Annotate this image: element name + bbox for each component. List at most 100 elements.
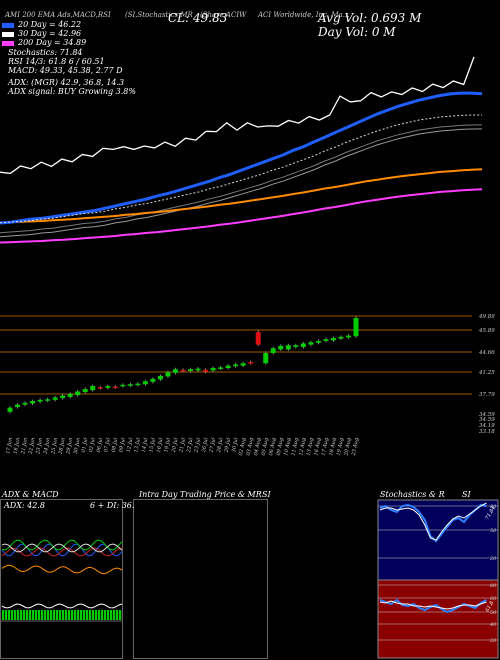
candle-body [7,407,13,412]
candle-body [22,402,28,405]
date-label: 13 Aug [306,437,315,456]
rsi-tick: 60 [490,596,497,602]
macd-hist-bar [95,610,98,620]
price-tick-label: 37.79 [479,392,495,398]
macd-hist-bar [83,610,86,620]
date-label: 03 Aug [246,437,255,456]
macd-readout: MACD: 49.33, 45.38, 2.77 D [8,66,123,75]
stoch-top-tick: 20 [489,556,497,562]
macd-hist-bar [23,610,26,620]
stoch-panel-title: Stochastics & R [380,490,445,499]
date-label: 22 Jun [28,437,37,455]
macd-hist-bar [32,610,35,620]
adx-line [1,543,123,553]
legend-swatch-200 [2,40,14,46]
macd-hist-bar [26,610,29,620]
price-tick-label: 34.59 [479,412,495,418]
date-label: 06 Jul [96,437,105,453]
ema-band-gray-1 [0,124,483,234]
macd-hist-bar [107,610,110,620]
intra-panel-title: Intra Day Trading Price & MR [139,490,262,499]
macd-hist-bar [8,610,11,620]
rsi-signal-line [379,600,487,610]
legend-swatch-20 [2,22,14,28]
rsi-readout: RSI 14/3: 61.8 6 / 60.51 [8,57,105,66]
legend-ema200: 200 Day = 34.89 [2,39,86,47]
price-line [0,56,475,175]
candle-body [270,348,276,354]
date-label: 07 Jul [103,437,112,453]
candle-body [142,381,148,385]
candle-body [157,375,163,380]
adx-line [1,564,123,575]
date-label: 17 Jun [5,437,14,454]
legend-swatch-30 [2,31,14,37]
ema-20-line [0,91,483,225]
candle-body [180,369,186,372]
date-label: 06 Aug [268,437,277,456]
date-label: 30 Jun [73,437,82,454]
date-label: 20 Jul [171,437,180,454]
price-tick-label: 41.25 [478,370,495,376]
date-label: 10 Aug [283,437,292,456]
macd-hist-bar [92,610,95,620]
macd-hist-bar [17,610,20,620]
macd-hist-bar [44,610,47,620]
macd-hist-bar [11,610,14,620]
candle-body [218,367,224,369]
date-label: 02 Jul [88,437,97,453]
candle-body [263,353,269,364]
macd-hist-bar [20,610,23,620]
rsi-tick: 50 [490,610,497,616]
macd-hist-bar [47,610,50,620]
date-label: 29 Jul [223,437,232,454]
date-label: 18 Aug [328,437,337,456]
day-volume: Day Vol: 0 M [318,25,396,39]
macd-hist-bar [62,610,65,620]
ema-band-gray-2 [0,128,483,238]
stoch-top-tick: 80 [490,504,497,510]
price-tick-label: 34.59 [479,417,495,423]
price-tick-label: 45.89 [478,328,495,334]
candle-body [135,383,141,386]
price-tick-label: 34.19 [479,423,495,429]
macd-hist-bar [89,610,92,620]
intra-panel-frame [133,499,268,659]
price-tick-label: 49.89 [478,314,495,320]
macd-hist-bar [71,610,74,620]
candle-body [315,341,321,343]
date-label: 28 Jul [216,437,225,454]
price-tick-label: 33.18 [479,429,495,435]
candle-body [285,345,291,350]
adx-line [1,543,123,557]
candle-body [30,401,36,404]
candle-body [203,369,209,372]
date-label: 19 Aug [336,437,345,456]
macd-hist-bar [5,610,8,620]
macd-hist-bar [35,610,38,620]
rsi-tick: 20 [489,638,497,644]
macd-hist-bar [29,610,32,620]
date-label: 23 Jun [35,437,44,455]
candle-body [15,404,21,408]
date-label: 30 Jul [231,437,240,453]
price-tick-label: 44.66 [478,350,495,356]
rsi-value: 61.8 [485,600,496,613]
candle-body [188,369,194,372]
macd-hist-bar [2,610,5,620]
candle-body [120,384,126,387]
candle-body [195,368,201,371]
date-label: 09 Jul [118,437,127,453]
date-label: 23 Aug [351,437,360,457]
ema-30-dotted [0,114,483,224]
ema-200-line [0,188,483,244]
legend-label-20: 20 Day = 46.22 [18,20,82,29]
candle-body [278,345,284,350]
legend-ema30: 30 Day = 42.96 [2,30,81,38]
date-label: 21 Jul [178,437,187,454]
macd-hist-bar [110,610,113,620]
candle-body [90,386,96,391]
candle-body [172,369,178,373]
macd-hist-bar [98,610,101,620]
candle-body [105,386,111,388]
